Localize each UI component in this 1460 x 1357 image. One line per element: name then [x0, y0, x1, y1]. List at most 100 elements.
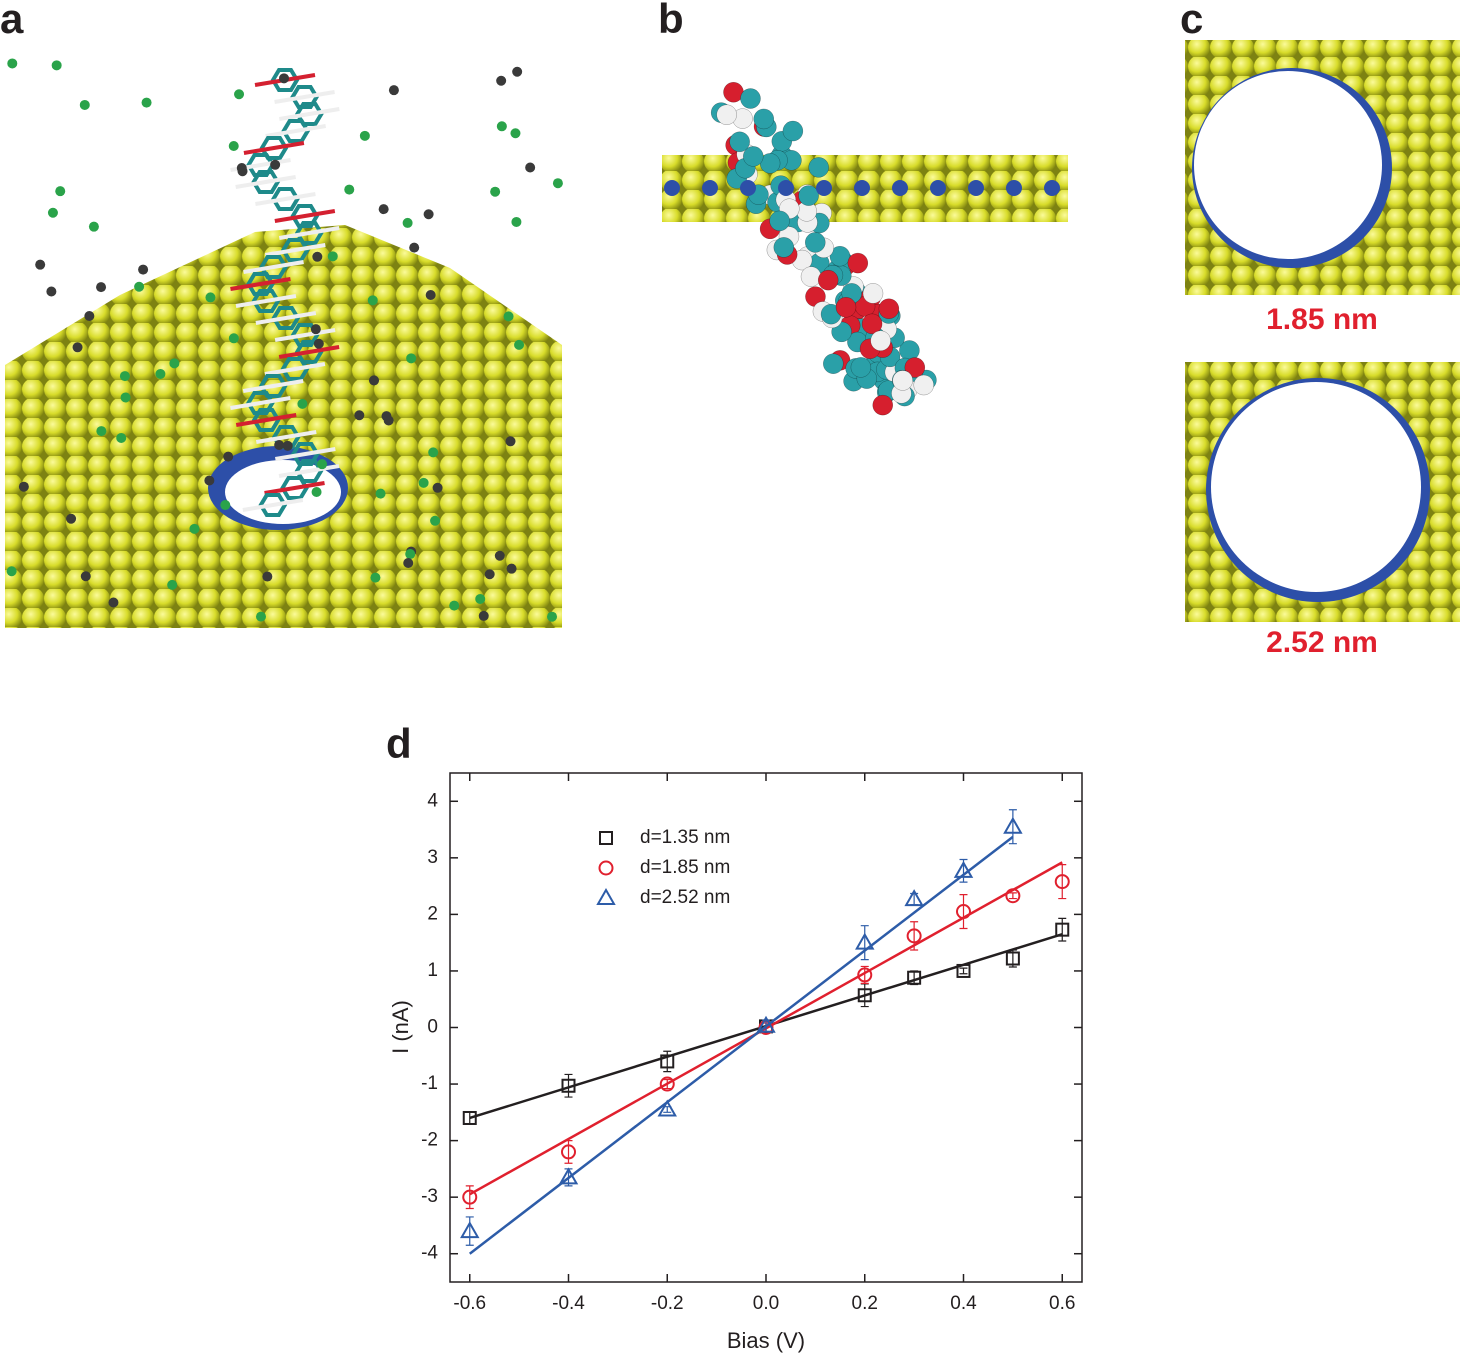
ion	[204, 475, 215, 486]
y-axis-label: I (nA)	[388, 1000, 413, 1054]
atom	[829, 245, 851, 267]
nitrogen	[664, 180, 680, 196]
marker	[460, 1221, 480, 1239]
bond	[264, 362, 326, 376]
y-tick-label: 3	[427, 847, 438, 868]
peptide-spacefill	[710, 81, 937, 416]
error-bar	[663, 1078, 672, 1090]
marker	[1055, 922, 1070, 937]
marker	[1054, 874, 1070, 890]
panel-c-image	[1185, 40, 1460, 622]
ion	[317, 459, 328, 470]
bond	[274, 328, 336, 342]
atom	[716, 104, 737, 125]
ion	[405, 549, 416, 560]
bond	[278, 345, 340, 359]
ion	[403, 557, 414, 568]
atom	[729, 131, 750, 153]
marker	[906, 928, 922, 944]
ion	[313, 338, 324, 349]
ion	[18, 481, 29, 492]
ion	[311, 486, 322, 497]
marker	[657, 1099, 677, 1117]
pore-label: 2.52 nm	[1266, 626, 1378, 659]
ion	[512, 66, 523, 77]
x-tick-label: 0.6	[1049, 1293, 1075, 1314]
y-tick-label: 4	[427, 790, 438, 811]
atom	[847, 252, 869, 274]
ions	[6, 58, 563, 622]
x-tick-label: -0.4	[552, 1293, 585, 1314]
ion	[79, 99, 90, 110]
y-tick-label: 0	[427, 1017, 438, 1038]
bond	[243, 141, 305, 155]
panel-label: c	[1180, 0, 1203, 42]
ion	[510, 128, 521, 139]
ion	[409, 242, 420, 253]
ion	[84, 310, 95, 321]
ion	[378, 204, 389, 215]
marker	[756, 1015, 776, 1033]
ion	[119, 371, 130, 382]
nitrogen	[854, 180, 870, 196]
nitrogen	[740, 180, 756, 196]
ion	[116, 432, 127, 443]
atom	[892, 370, 913, 391]
atom	[835, 297, 857, 318]
legend-marker	[596, 887, 616, 905]
nitrogen	[778, 180, 794, 196]
ion	[354, 410, 365, 421]
ion	[167, 579, 178, 590]
bond	[255, 430, 317, 444]
atom	[850, 357, 872, 378]
bond	[274, 90, 335, 104]
bond	[243, 260, 304, 274]
atom	[798, 185, 819, 206]
y-tick-label: -1	[421, 1073, 438, 1094]
ion	[423, 209, 434, 220]
panel-a-image	[5, 58, 563, 628]
ion	[496, 121, 507, 132]
bond	[230, 277, 291, 291]
marker	[857, 988, 872, 1003]
ion	[47, 207, 58, 218]
bond	[264, 481, 325, 495]
ion	[205, 292, 216, 303]
ion	[505, 436, 516, 447]
ion	[120, 392, 131, 403]
error-bar	[860, 925, 869, 961]
marker	[1003, 816, 1023, 834]
bond	[278, 464, 340, 478]
atom	[782, 120, 804, 142]
bond	[274, 209, 336, 223]
atom	[773, 237, 795, 258]
marker	[558, 1167, 579, 1185]
atom	[861, 313, 883, 335]
ion	[108, 597, 119, 608]
ion	[375, 488, 386, 499]
nitrogen	[702, 180, 718, 196]
marker	[660, 1054, 675, 1069]
ion	[138, 264, 149, 275]
error-bar	[1008, 892, 1017, 900]
x-tick-label: 0.2	[852, 1293, 878, 1314]
ion	[6, 566, 17, 577]
atom	[904, 357, 926, 378]
ion	[312, 251, 323, 262]
ion	[478, 610, 489, 621]
panel-b-image	[662, 81, 1068, 416]
marker	[561, 1144, 576, 1160]
ion	[552, 178, 563, 189]
bond	[235, 294, 297, 308]
ion	[270, 159, 281, 170]
ion	[134, 281, 145, 292]
atom	[862, 283, 884, 304]
ion	[35, 259, 46, 270]
ion	[344, 184, 355, 195]
ion	[418, 477, 429, 488]
bond	[255, 311, 317, 325]
atom	[808, 157, 829, 178]
marker	[956, 963, 971, 978]
ion	[237, 166, 248, 177]
